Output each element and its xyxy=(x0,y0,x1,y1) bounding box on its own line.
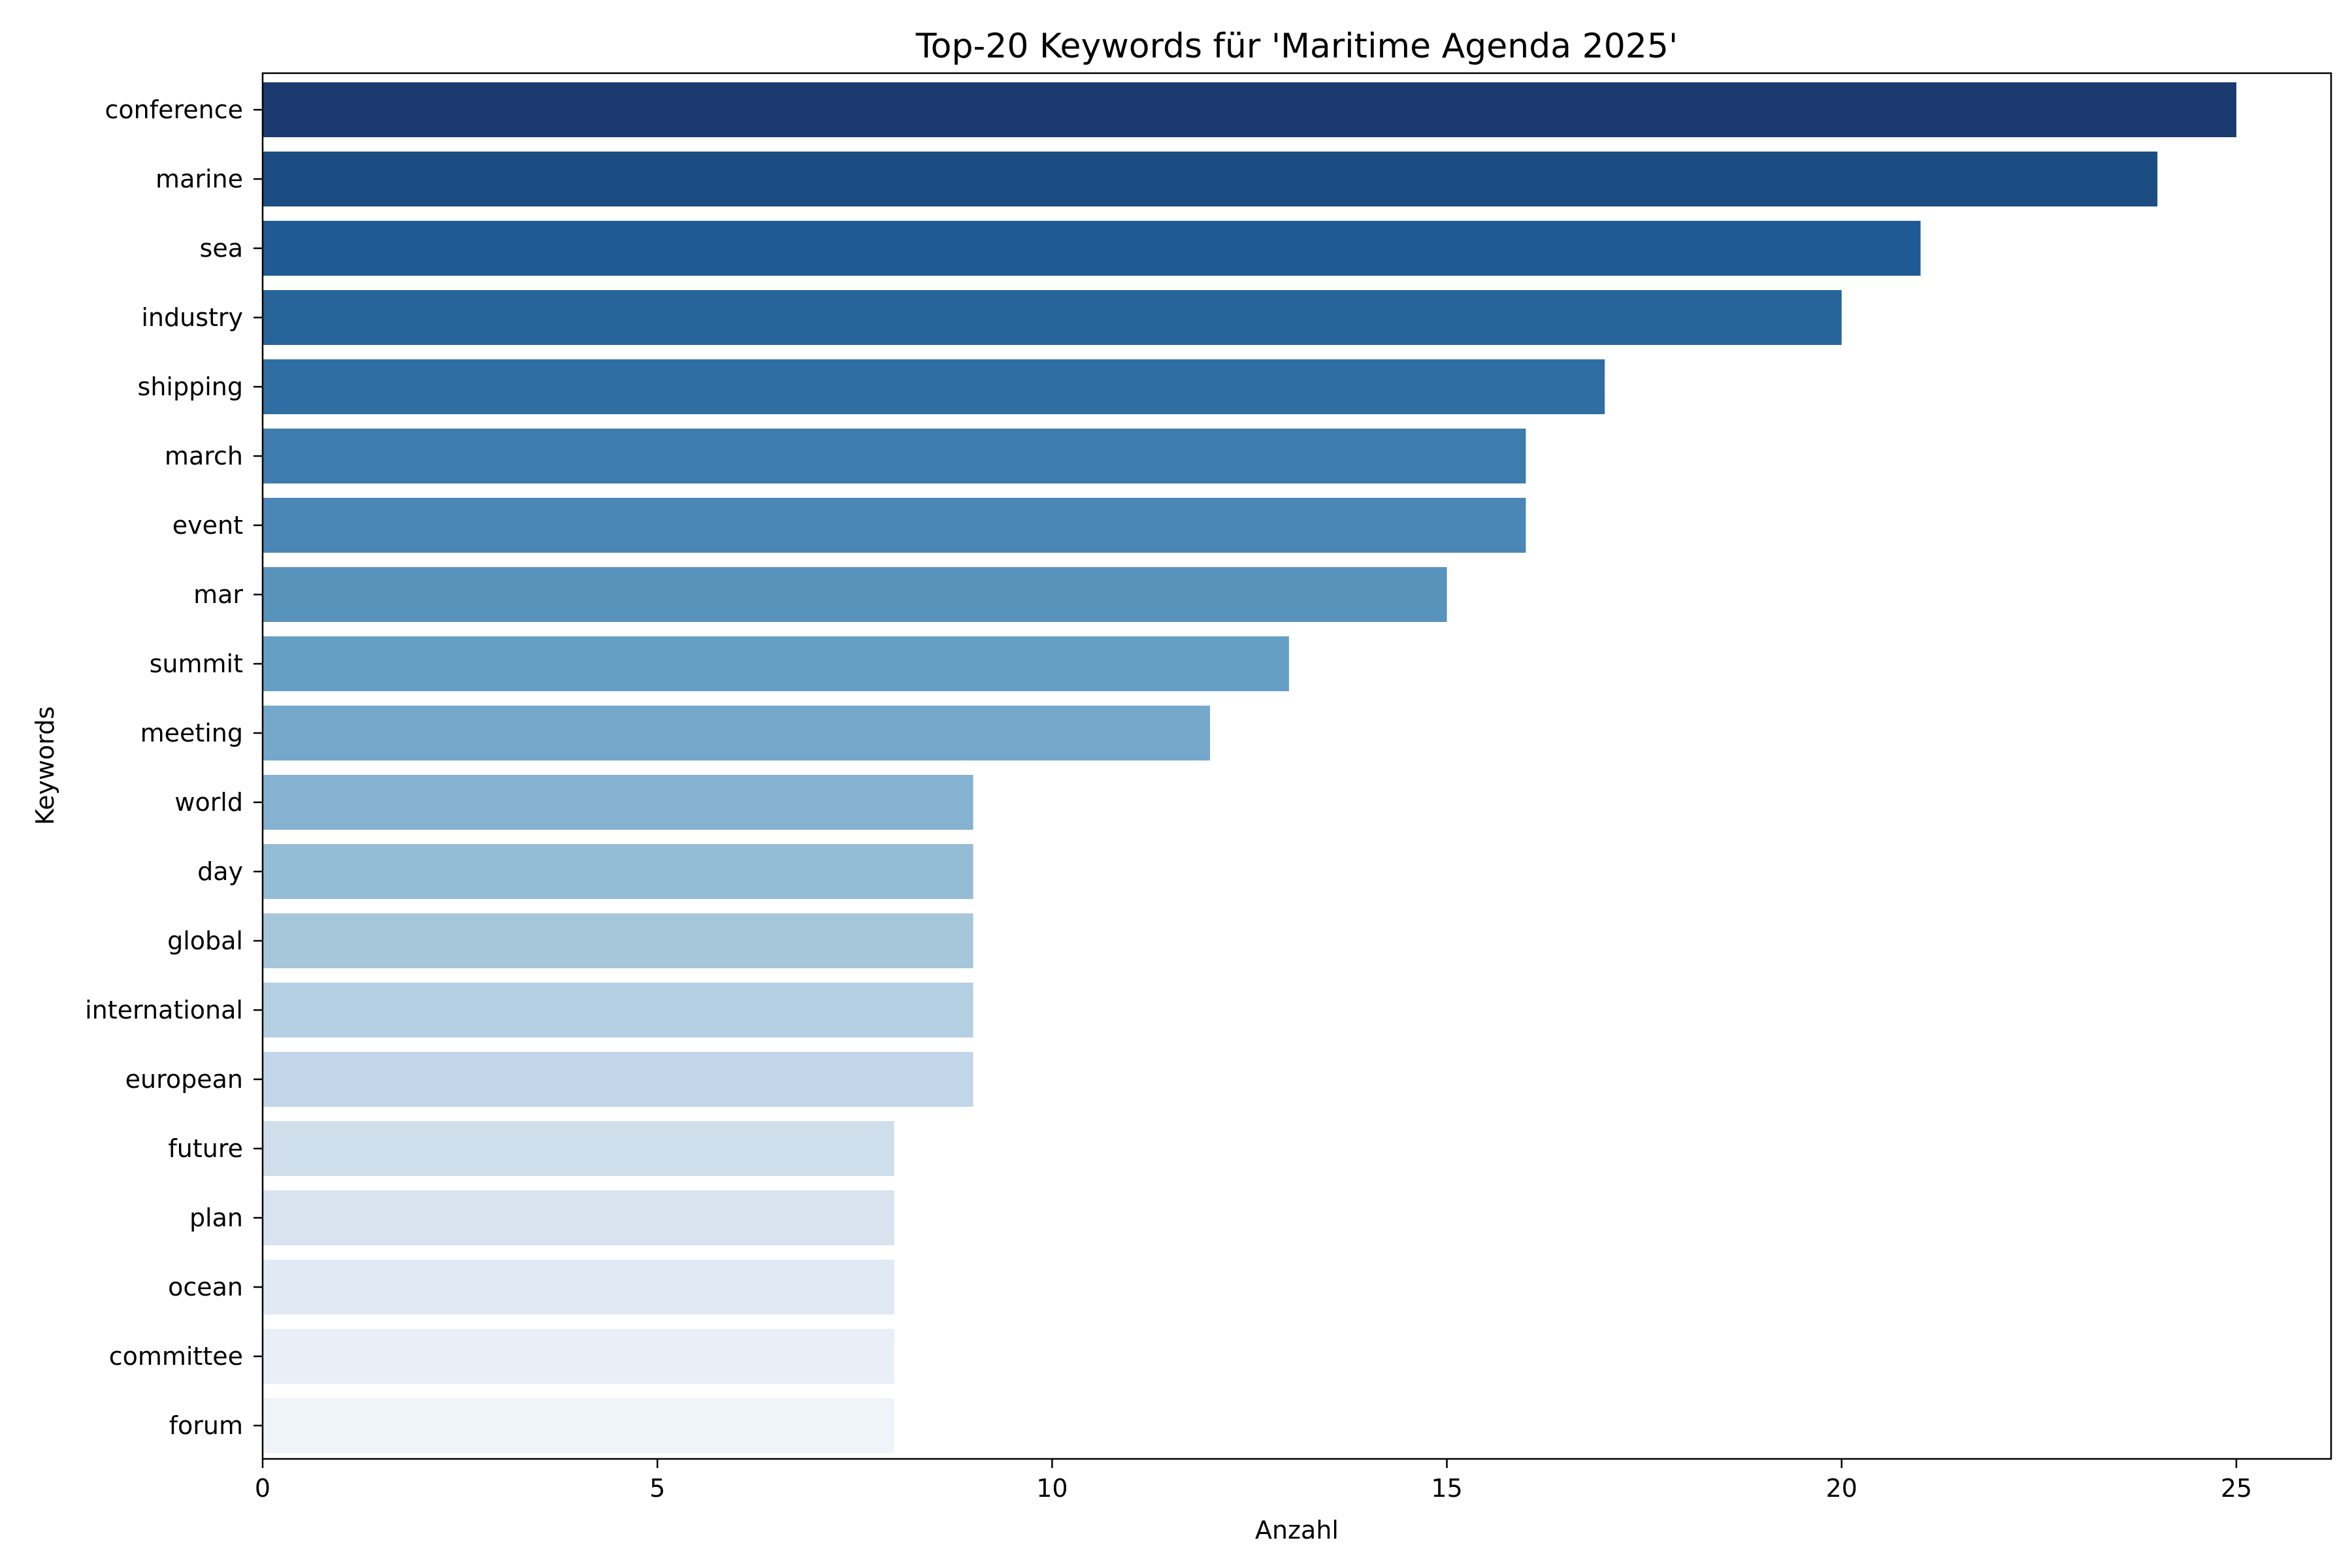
x-tick-label-10: 10 xyxy=(1036,1474,1068,1503)
y-axis-label: Keywords xyxy=(31,706,59,825)
bar-european xyxy=(263,1052,973,1107)
x-tick-label-15: 15 xyxy=(1431,1474,1462,1503)
y-tick-label-event: event xyxy=(172,511,243,540)
bar-sea xyxy=(263,221,1921,276)
x-tick-label-5: 5 xyxy=(649,1474,665,1503)
x-tick-label-0: 0 xyxy=(255,1474,270,1503)
y-tick-label-meeting: meeting xyxy=(140,719,243,747)
bar-conference xyxy=(263,82,2236,137)
y-tick-label-world: world xyxy=(174,788,243,817)
y-tick-label-forum: forum xyxy=(169,1411,243,1440)
chart-title: Top-20 Keywords für 'Maritime Agenda 202… xyxy=(915,27,1678,66)
y-tick-label-marine: marine xyxy=(155,165,243,193)
x-axis-label: Anzahl xyxy=(1255,1516,1339,1544)
plot-frame xyxy=(261,72,2332,1460)
bar-march xyxy=(263,429,1526,483)
bar-international xyxy=(263,983,973,1037)
y-tick-label-plan: plan xyxy=(189,1203,243,1232)
y-tick-label-march: march xyxy=(165,442,243,470)
y-tick-label-ocean: ocean xyxy=(168,1273,243,1301)
y-tick-label-shipping: shipping xyxy=(138,372,243,401)
bar-meeting xyxy=(263,706,1211,760)
bar-shipping xyxy=(263,359,1605,414)
bar-committee xyxy=(263,1329,894,1384)
bar-forum xyxy=(263,1398,894,1453)
x-tick-label-20: 20 xyxy=(1826,1474,1857,1503)
y-tick-label-committee: committee xyxy=(109,1342,243,1371)
y-tick-label-day: day xyxy=(197,857,243,886)
y-tick-label-european: european xyxy=(125,1065,243,1094)
bar-mar xyxy=(263,567,1447,622)
x-axis-ticks: 0 5 10 15 20 25 xyxy=(255,1459,2252,1503)
bar-future xyxy=(263,1121,894,1176)
bar-day xyxy=(263,844,973,899)
y-tick-label-sea: sea xyxy=(200,234,243,263)
bar-world xyxy=(263,775,973,830)
y-tick-label-global: global xyxy=(167,926,243,955)
y-tick-label-mar: mar xyxy=(193,580,243,609)
y-tick-label-future: future xyxy=(168,1134,243,1163)
y-tick-label-international: international xyxy=(85,996,243,1024)
x-tick-label-25: 25 xyxy=(2221,1474,2252,1503)
bar-marine xyxy=(263,152,2158,206)
bar-industry xyxy=(263,290,1842,345)
bar-global xyxy=(263,913,973,968)
bars-group xyxy=(263,82,2236,1453)
y-tick-label-summit: summit xyxy=(150,649,243,678)
y-tick-label-conference: conference xyxy=(105,95,243,124)
bar-ocean xyxy=(263,1260,894,1315)
bar-event xyxy=(263,498,1526,553)
y-tick-label-industry: industry xyxy=(141,303,243,332)
bar-summit xyxy=(263,636,1289,691)
y-axis-ticks: conference marine sea industry shipping march… xyxy=(85,95,263,1440)
bar-plan xyxy=(263,1190,894,1245)
